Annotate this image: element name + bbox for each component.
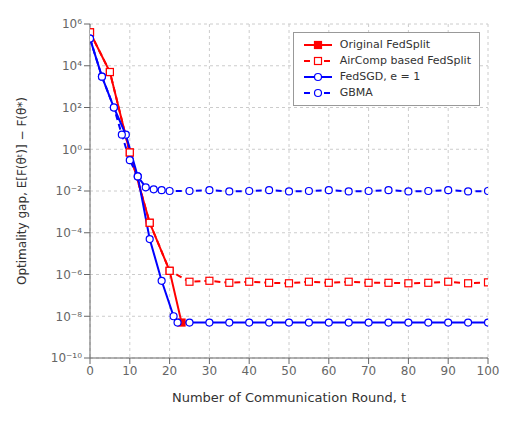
svg-text:10⁻¹⁰: 10⁻¹⁰ [51,351,82,365]
html-text:Original FedSplit: Original FedSplit [339,38,431,51]
svg-text:40: 40 [242,364,257,378]
svg-text:10⁰: 10⁰ [62,143,82,157]
svg-text:10⁻⁸: 10⁻⁸ [56,310,83,324]
svg-text:10: 10 [122,364,137,378]
svg-text:60: 60 [321,364,336,378]
svg-text:30: 30 [202,364,217,378]
svg-text:90: 90 [441,364,456,378]
html-text:FedSGD, e = 1: FedSGD, e = 1 [339,70,421,83]
svg-text:10²: 10² [62,101,82,115]
svg-text:10⁻⁶: 10⁻⁶ [56,268,83,282]
svg-text:20: 20 [162,364,177,378]
svg-text:80: 80 [401,364,416,378]
svg-text:10⁶: 10⁶ [62,17,82,31]
svg-text:70: 70 [361,364,376,378]
svg-text:10⁻⁴: 10⁻⁴ [56,226,83,240]
svg-text:0: 0 [86,364,94,378]
svg-text:Number of Communication Round,: Number of Communication Round, t [172,390,406,405]
svg-text:10⁴: 10⁴ [62,59,82,73]
html-text:AirComp based FedSplit: AirComp based FedSplit [339,54,471,67]
svg-text:Optimality gap, E[F(θᵗ)] − F(θ: Optimality gap, E[F(θᵗ)] − F(θ*) [15,97,29,285]
html-text:GBMA: GBMA [339,86,373,99]
svg-text:100: 100 [477,364,500,378]
svg-text:50: 50 [281,364,296,378]
svg-text:10⁻²: 10⁻² [56,184,83,198]
